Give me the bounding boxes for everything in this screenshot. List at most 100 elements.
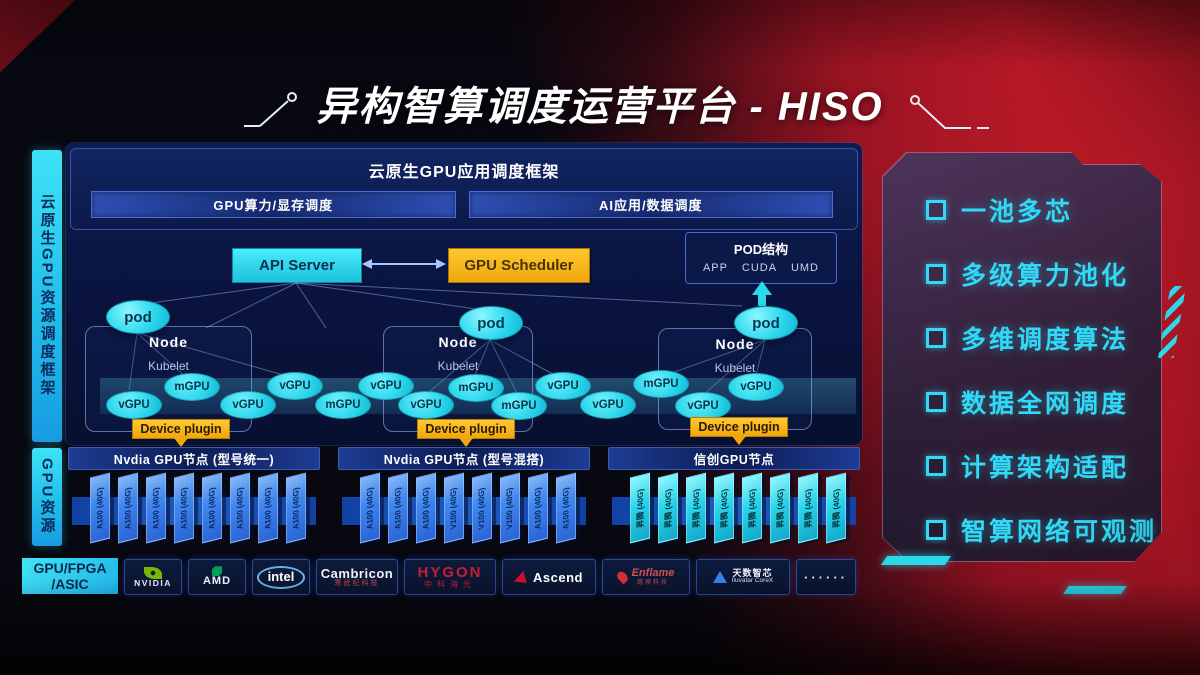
- iluvatar-logo-icon: [712, 571, 727, 583]
- kubelet-label: Kubelet: [437, 359, 479, 373]
- feature-panel: 一池多芯多级算力池化 多维调度算法 数据全网调度 计算架构适配 智算网络可观测: [882, 152, 1162, 562]
- checkbox-icon: [926, 520, 946, 540]
- pod-ellipse-2: pod: [459, 306, 523, 340]
- vgpu-ellipse: vGPU: [398, 391, 454, 419]
- checkbox-icon: [926, 264, 946, 284]
- gpu-card: A100 (40G): [258, 472, 278, 544]
- vgpu-ellipse: vGPU: [580, 391, 636, 419]
- gpu-card: 昇腾 (40G): [798, 472, 818, 544]
- gpu-card: 昇腾 (40G): [630, 472, 650, 544]
- gpu-group-header: 信创GPU节点: [608, 447, 860, 470]
- chip-types-line1: GPU/FPGA: [33, 559, 107, 576]
- gpu-card: A100 (40G): [230, 472, 250, 544]
- gpu-card: A100 (40G): [146, 472, 166, 544]
- gpu-group-nvidia-uniform: Nvdia GPU节点 (型号统一) A100 (40G) A100 (40G) A…: [68, 447, 320, 555]
- vgpu-ellipse: vGPU: [106, 391, 162, 419]
- feature-label: 智算网络可观测: [961, 518, 1158, 546]
- sidebar-label-cloud-native-gpu-framework: 云原生GPU资源调度框架: [32, 150, 62, 442]
- gpu-card: A100 (40G): [416, 472, 436, 544]
- device-plugin-1: Device plugin: [132, 419, 230, 447]
- feature-item: 多级算力池化: [926, 261, 1157, 290]
- vendor-cambricon: Cambricon 寒武纪科技: [316, 559, 398, 595]
- mgpu-ellipse: mGPU: [164, 373, 220, 401]
- vendor-ascend: Ascend: [502, 559, 596, 595]
- gpu-card: 昇腾 (40G): [770, 472, 790, 544]
- vendor-iluvatar: 天数智芯 Iluvatar CoreX: [696, 559, 790, 595]
- sidebar-top-text: 云原生GPU资源调度框架: [38, 194, 56, 398]
- gpu-group-header: Nvdia GPU节点 (型号统一): [68, 447, 320, 470]
- gpu-card: V100 (40G): [444, 472, 464, 544]
- vendor-enflame: Enflame 燧原科技: [602, 559, 690, 595]
- kubelet-label: Kubelet: [148, 359, 189, 373]
- vendor-name: Enflame: [631, 567, 675, 580]
- feature-label: 一池多芯: [961, 198, 1074, 226]
- gpu-card: A100 (40G): [90, 472, 110, 544]
- vgpu-ellipse: vGPU: [220, 391, 276, 419]
- vendor-name: HYGON: [417, 563, 483, 581]
- gpu-group-nvidia-mixed: Nvdia GPU节点 (型号混搭) A100 (40G) A100 (40G) A…: [338, 447, 590, 555]
- vendor-subtitle: 寒武纪科技: [334, 580, 380, 588]
- gpu-card: 昇腾 (40G): [826, 472, 846, 544]
- gpu-group-xinchuang: 信创GPU节点 昇腾 (40G) 昇腾 (40G) 昇腾 (40G) 昇腾 (40G)…: [608, 447, 860, 555]
- cyan-accent-bottom-left: [880, 556, 952, 565]
- vgpu-ellipse: vGPU: [535, 372, 591, 400]
- gpu-card: A100 (40G): [174, 472, 194, 544]
- feature-label: 计算架构适配: [961, 454, 1130, 482]
- vendor-nvidia: NVIDIA: [124, 559, 182, 595]
- gpu-card: A100 (40G): [118, 472, 138, 544]
- feature-label: 多级算力池化: [961, 262, 1130, 290]
- chip-types-line2: /ASIC: [51, 576, 89, 592]
- device-plugin-3: Device plugin: [690, 417, 788, 445]
- feature-label: 多维调度算法: [961, 326, 1130, 354]
- vendor-hygon: HYGON 中科海光: [404, 559, 496, 595]
- mgpu-ellipse: mGPU: [315, 391, 371, 419]
- nvidia-logo-icon: [144, 566, 162, 579]
- vendor-subtitle: Iluvatar CoreX: [731, 577, 774, 585]
- gpu-group-header: Nvdia GPU节点 (型号混搭): [338, 447, 590, 470]
- vendor-more-dots: ······: [796, 559, 856, 595]
- kubelet-label: Kubelet: [714, 361, 756, 375]
- vendor-subtitle: 燧原科技: [636, 579, 669, 586]
- feature-item: 计算架构适配: [926, 453, 1157, 482]
- chip-types-label: GPU/FPGA /ASIC: [22, 558, 118, 594]
- node-label: Node: [715, 336, 755, 352]
- vendor-amd: AMD: [188, 559, 246, 595]
- gpu-card: A100 (40G): [360, 472, 380, 544]
- vendor-name: AMD: [202, 575, 232, 588]
- feature-item: 智算网络可观测: [926, 517, 1157, 546]
- cyan-accent-bottom-right: [1063, 586, 1127, 594]
- gpu-node-row: Nvdia GPU节点 (型号统一) A100 (40G) A100 (40G) A…: [66, 447, 862, 555]
- device-plugin-2: Device plugin: [417, 419, 515, 447]
- vendor-name: Cambricon: [320, 565, 394, 581]
- mgpu-ellipse: mGPU: [491, 392, 547, 420]
- gpu-card: V100 (40G): [500, 472, 520, 544]
- gpu-card: 昇腾 (40G): [658, 472, 678, 544]
- sidebar-label-gpu-resources: GPU资源: [32, 448, 62, 546]
- checkbox-icon: [926, 328, 946, 348]
- checkbox-icon: [926, 200, 946, 220]
- gpu-card: 昇腾 (40G): [714, 472, 734, 544]
- main-diagram-panel: 云原生GPU应用调度框架 GPU算力/显存调度 AI应用/数据调度: [66, 143, 862, 447]
- gpu-card: A100 (40G): [202, 472, 222, 544]
- vgpu-ellipse: vGPU: [267, 372, 323, 400]
- gpu-card: A100 (40G): [528, 472, 548, 544]
- mgpu-ellipse: mGPU: [633, 370, 689, 398]
- feature-list: 一池多芯多级算力池化 多维调度算法 数据全网调度 计算架构适配 智算网络可观测: [926, 197, 1157, 546]
- vgpu-ellipse: vGPU: [675, 392, 731, 420]
- feature-item: 多维调度算法: [926, 325, 1157, 354]
- vendor-name: NVIDIA: [134, 577, 172, 588]
- node-label: Node: [149, 334, 188, 350]
- feature-item: 一池多芯: [926, 197, 1157, 226]
- gpu-card: 昇腾 (40G): [686, 472, 706, 544]
- feature-label: 数据全网调度: [961, 390, 1130, 418]
- vgpu-ellipse: vGPU: [728, 373, 784, 401]
- enflame-logo-icon: [614, 569, 630, 585]
- gpu-card: V100 (40G): [472, 472, 492, 544]
- page-title: 异构智算调度运营平台 - HISO: [316, 85, 884, 129]
- checkbox-icon: [926, 392, 946, 412]
- vendor-name: ······: [804, 569, 848, 585]
- checkbox-icon: [926, 456, 946, 476]
- feature-item: 数据全网调度: [926, 389, 1157, 418]
- gpu-card: A100 (40G): [556, 472, 576, 544]
- pod-ellipse-1: pod: [106, 300, 170, 334]
